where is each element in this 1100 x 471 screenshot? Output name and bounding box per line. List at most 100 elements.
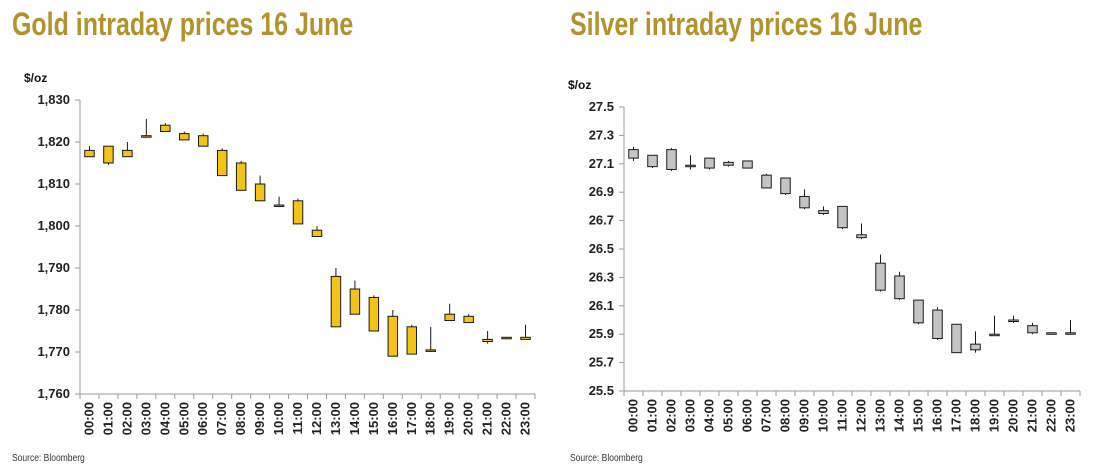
gold-y-tick-label: 1,810: [37, 176, 70, 191]
gold-candle-body: [141, 135, 152, 138]
silver-candle-body: [970, 343, 981, 351]
gold-candle-body: [254, 183, 266, 202]
gold-candle-body: [197, 135, 209, 147]
silver-y-tick-label: 26.7: [589, 213, 614, 228]
gold-candle-body: [103, 145, 114, 164]
gold-x-tick-label: 11:00: [290, 402, 305, 435]
gold-x-tick-label: 21:00: [480, 402, 495, 435]
silver-y-tick-label: 25.7: [589, 355, 614, 370]
gold-candle-body: [216, 149, 228, 177]
silver-candle: [894, 271, 905, 301]
gold-x-tick-label: 02:00: [119, 402, 134, 435]
gold-candle-body: [368, 296, 380, 332]
gold-candle-body: [292, 200, 304, 225]
gold-x-tick-label: 03:00: [138, 402, 153, 435]
gold-candle-body: [273, 204, 285, 207]
silver-candle-body: [780, 177, 791, 195]
silver-x-tick-label: 04:00: [702, 399, 717, 432]
silver-x-tick-label: 22:00: [1044, 399, 1059, 432]
gold-candle: [349, 280, 361, 315]
gold-x-tick-label: 19:00: [442, 402, 457, 435]
gold-candle: [216, 148, 228, 177]
silver-y-axis-unit: $/oz: [568, 78, 591, 92]
silver-candle-body: [837, 205, 848, 229]
silver-x-tick-label: 02:00: [664, 399, 679, 432]
gold-x-tick-label: 04:00: [157, 402, 172, 435]
silver-y-tick-label: 26.5: [589, 241, 614, 256]
gold-x-tick-label: 22:00: [499, 402, 514, 435]
silver-x-tick-label: 07:00: [759, 399, 774, 432]
gold-y-tick-label: 1,820: [37, 134, 70, 149]
silver-candle: [951, 323, 962, 354]
gold-source-note: Source: Bloomberg: [12, 453, 85, 464]
silver-candle: [1008, 315, 1019, 323]
silver-x-tick-label: 03:00: [683, 399, 698, 432]
gold-candle: [84, 146, 95, 158]
gold-x-tick-label: 05:00: [176, 402, 191, 435]
gold-x-tick-label: 23:00: [518, 402, 533, 435]
silver-x-tick-label: 09:00: [797, 399, 812, 432]
silver-x-tick-label: 10:00: [816, 399, 831, 432]
gold-candle: [482, 331, 493, 344]
silver-candle-body: [799, 195, 810, 209]
silver-x-tick-label: 23:00: [1063, 399, 1078, 432]
silver-candle-body: [742, 160, 753, 169]
silver-candle: [666, 148, 677, 171]
silver-x-tick-label: 08:00: [778, 399, 793, 432]
gold-candle: [141, 118, 152, 138]
silver-candle: [818, 206, 829, 215]
silver-candle-body: [894, 275, 905, 300]
gold-candle-body: [349, 288, 361, 315]
gold-candle: [463, 314, 474, 324]
silver-candle-body: [685, 164, 696, 168]
silver-x-tick-label: 17:00: [949, 399, 964, 432]
silver-candle-body: [818, 210, 829, 215]
silver-candle-body: [1046, 332, 1057, 335]
silver-x-tick-label: 18:00: [968, 399, 983, 432]
silver-candlestick-chart: $/oz 25.5 25.7 25.9 26.1 26.3 26.5 26.7 26.9 27.1…: [568, 78, 1081, 432]
silver-candle: [989, 315, 1000, 337]
silver-chart-panel: Silver intraday prices 16 June $/oz 25.5 2…: [558, 0, 1098, 471]
silver-x-tick-label: 20:00: [1006, 399, 1021, 432]
silver-candle-body: [761, 174, 772, 189]
gold-candle-body: [330, 275, 342, 328]
silver-x-tick-label: 21:00: [1025, 399, 1040, 432]
silver-candle: [932, 307, 943, 340]
gold-candle-body: [520, 336, 531, 340]
silver-candle-body: [989, 333, 1000, 337]
gold-candle-body: [311, 229, 323, 237]
gold-candle-body: [387, 315, 399, 357]
silver-candle-body: [704, 157, 715, 169]
silver-candle: [1046, 332, 1057, 335]
silver-candle: [1065, 320, 1076, 335]
silver-candle-body: [647, 154, 658, 168]
gold-x-tick-label: 18:00: [423, 402, 438, 435]
silver-y-tick-label: 26.3: [589, 269, 614, 284]
gold-x-tick-label: 10:00: [271, 402, 286, 435]
gold-candle: [179, 131, 190, 141]
gold-candle-body: [406, 326, 418, 355]
silver-x-tick-label: 15:00: [911, 399, 926, 432]
gold-x-tick-label: 07:00: [214, 402, 229, 435]
silver-x-tick-label: 14:00: [892, 399, 907, 432]
silver-y-tick-label: 26.9: [589, 184, 614, 199]
silver-x-tick-label: 12:00: [854, 399, 869, 432]
gold-x-tick-label: 15:00: [366, 402, 381, 435]
gold-x-tick-label: 08:00: [233, 402, 248, 435]
silver-candle-body: [1027, 325, 1038, 334]
gold-x-tick-label: 14:00: [347, 402, 362, 435]
gold-x-tick-label: 17:00: [404, 402, 419, 435]
silver-y-tick-label: 25.5: [589, 383, 614, 398]
gold-candle-body: [444, 313, 455, 322]
gold-candle: [160, 123, 171, 132]
gold-candle-body: [179, 133, 190, 141]
silver-candle: [856, 223, 867, 240]
gold-x-tick-label: 12:00: [309, 402, 324, 435]
silver-candle: [647, 154, 658, 169]
silver-candle-body: [913, 299, 924, 324]
gold-candle: [406, 324, 418, 355]
silver-x-tick-label: 13:00: [873, 399, 888, 432]
silver-y-tick-label: 27.3: [589, 127, 614, 142]
gold-y-tick-label: 1,770: [37, 344, 70, 359]
gold-candle-body: [160, 124, 171, 132]
